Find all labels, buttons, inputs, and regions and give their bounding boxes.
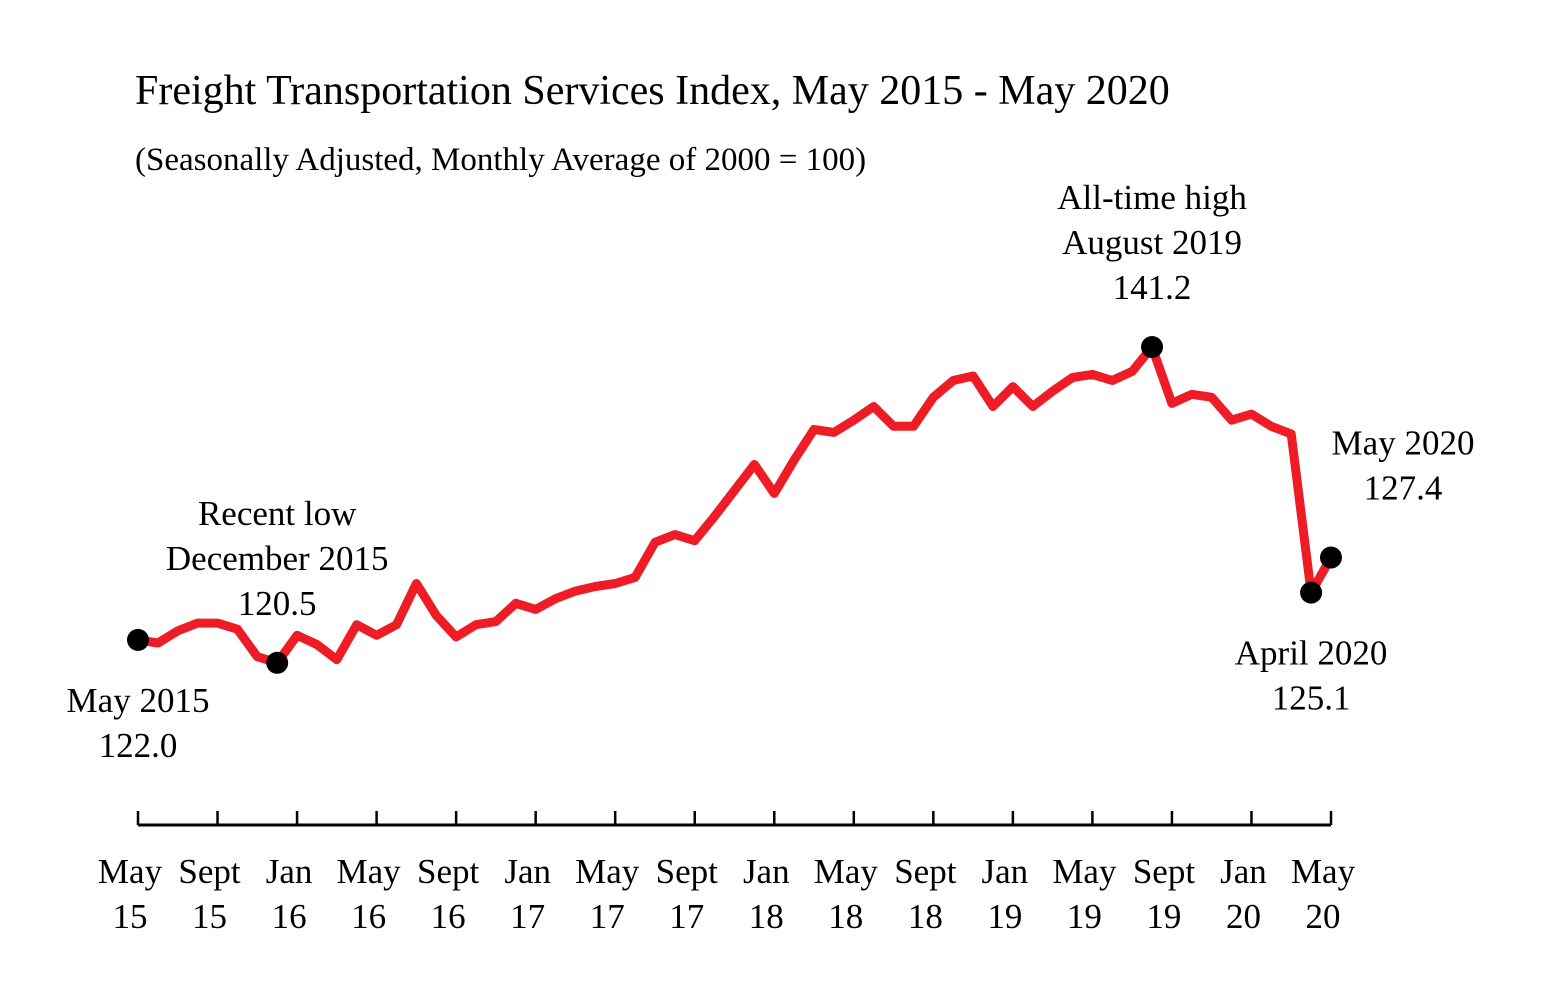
x-tick-label: 17 bbox=[669, 897, 704, 936]
annotation-label: All-time high bbox=[1057, 178, 1247, 217]
x-tick-label: May bbox=[575, 852, 640, 891]
data-point-marker bbox=[266, 651, 289, 674]
annotation-label: Recent low bbox=[198, 494, 357, 533]
x-tick-label: Sept bbox=[1133, 852, 1196, 891]
x-tick-label: Sept bbox=[178, 852, 241, 891]
x-tick-label: Jan bbox=[982, 852, 1029, 891]
x-tick-label: 16 bbox=[431, 897, 466, 936]
x-tick-label: Jan bbox=[743, 852, 790, 891]
annotation-label: April 2020 bbox=[1235, 634, 1388, 673]
chart-subtitle: (Seasonally Adjusted, Monthly Average of… bbox=[135, 142, 866, 178]
x-tick-label: 20 bbox=[1226, 897, 1261, 936]
x-tick-label: 16 bbox=[351, 897, 386, 936]
x-tick-label: May bbox=[1291, 852, 1356, 891]
x-tick-label: 17 bbox=[510, 897, 545, 936]
annotation-label: December 2015 bbox=[166, 539, 389, 578]
annotation-label: 122.0 bbox=[99, 726, 178, 765]
annotation-label: 141.2 bbox=[1113, 268, 1192, 307]
x-tick-label: 16 bbox=[272, 897, 307, 936]
x-tick-label: Jan bbox=[504, 852, 551, 891]
annotations: May 2015 122.0 Recent low December 2015 120.… bbox=[67, 178, 1475, 765]
series-line bbox=[133, 342, 1336, 668]
annotation-label: May 2015 bbox=[67, 681, 210, 720]
x-tick-label: Jan bbox=[1220, 852, 1267, 891]
x-tick-label: Jan bbox=[266, 852, 313, 891]
x-axis: May 15 Sept 15 Jan 16 May 16 Sept 16 Jan 17 May 17 Sep… bbox=[98, 811, 1356, 936]
x-tick-label: 18 bbox=[749, 897, 784, 936]
data-point-marker bbox=[1320, 546, 1342, 569]
plot-area bbox=[133, 342, 1336, 668]
annotation-label: August 2019 bbox=[1062, 223, 1242, 262]
x-tick-label: Sept bbox=[417, 852, 480, 891]
data-point-marker bbox=[1141, 335, 1164, 358]
x-tick-label: Sept bbox=[656, 852, 719, 891]
chart-title: Freight Transportation Services Index, M… bbox=[135, 68, 1170, 114]
x-tick-label: 19 bbox=[987, 897, 1022, 936]
annotation-label: 127.4 bbox=[1364, 469, 1443, 508]
x-tick-label: 19 bbox=[1146, 897, 1181, 936]
x-tick-label: 19 bbox=[1067, 897, 1102, 936]
x-tick-label: 18 bbox=[908, 897, 943, 936]
x-tick-label: May bbox=[814, 852, 879, 891]
x-tick-label: 15 bbox=[192, 897, 227, 936]
x-tick-label: 17 bbox=[590, 897, 625, 936]
x-tick-label: 18 bbox=[828, 897, 863, 936]
x-tick-label: May bbox=[1052, 852, 1117, 891]
data-point-marker bbox=[1300, 581, 1323, 604]
data-point-marker bbox=[127, 628, 149, 651]
x-tick-label: May bbox=[98, 852, 163, 891]
annotation-label: May 2020 bbox=[1332, 424, 1475, 463]
x-tick-label: May bbox=[337, 852, 402, 891]
annotation-label: 125.1 bbox=[1272, 679, 1351, 718]
x-tick-label: 20 bbox=[1306, 897, 1341, 936]
x-tick-label: 15 bbox=[113, 897, 148, 936]
annotation-label: 120.5 bbox=[238, 584, 317, 623]
x-tick-label: Sept bbox=[894, 852, 957, 891]
